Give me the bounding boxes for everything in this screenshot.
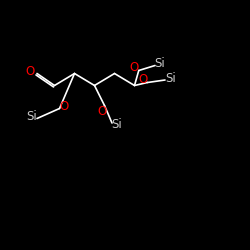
Text: O: O — [98, 104, 106, 118]
Text: Si: Si — [26, 110, 37, 123]
Text: Si: Si — [111, 118, 122, 132]
Text: Si: Si — [154, 57, 166, 70]
Text: O: O — [26, 65, 35, 78]
Text: O: O — [130, 61, 139, 74]
Text: O: O — [60, 100, 68, 112]
Text: O: O — [138, 73, 147, 86]
Text: Si: Si — [165, 72, 176, 85]
